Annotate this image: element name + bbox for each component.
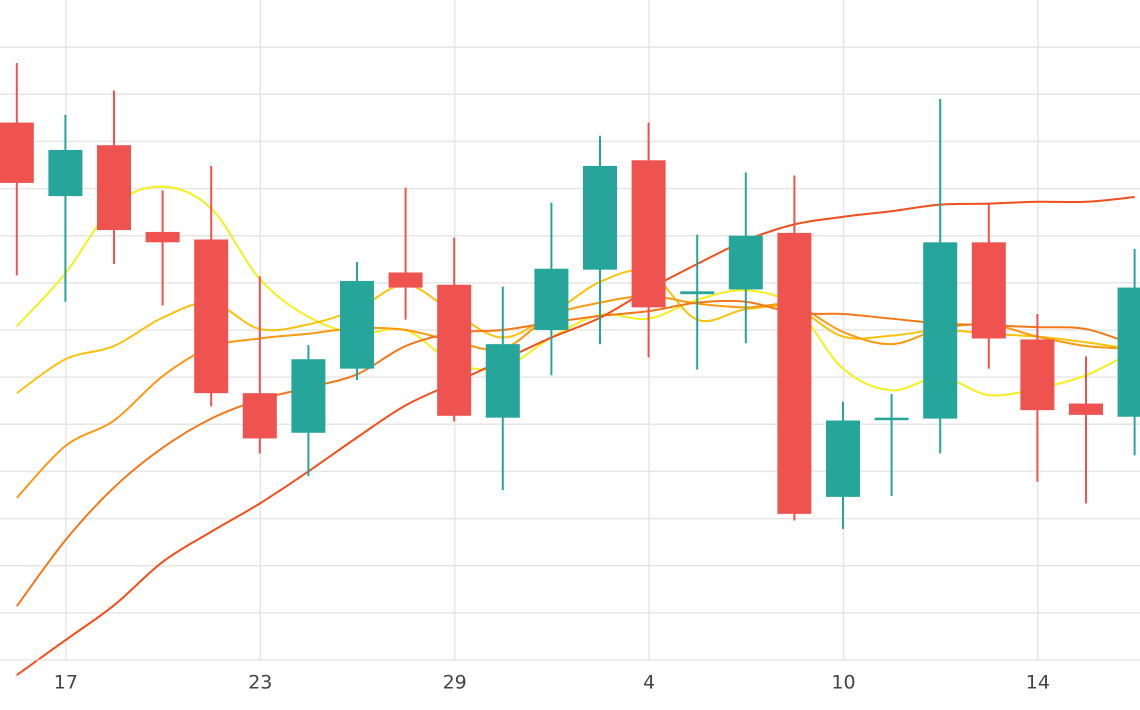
candle	[485, 286, 520, 491]
candle-body	[97, 145, 131, 231]
candle	[923, 99, 958, 454]
x-tick-label: 29	[443, 672, 467, 694]
candle	[388, 187, 423, 320]
grid	[0, 0, 1140, 660]
moving-average-line-5	[16, 196, 1135, 676]
candle-body	[971, 242, 1006, 339]
candle	[97, 90, 131, 264]
candle-body	[534, 268, 569, 330]
candle	[1020, 313, 1055, 482]
candle	[1069, 356, 1103, 504]
candle	[680, 234, 715, 370]
candle-body	[826, 420, 860, 497]
x-tick-label: 10	[831, 672, 855, 694]
candle-body	[340, 280, 374, 369]
x-tick-label: 14	[1026, 672, 1050, 694]
candle-body	[145, 231, 180, 243]
candle-body	[194, 239, 229, 394]
x-tick-label: 4	[643, 672, 655, 694]
candle-body	[874, 417, 909, 421]
candle	[340, 262, 374, 380]
candle-body	[48, 149, 83, 197]
candle-body	[485, 344, 520, 418]
candle	[437, 237, 472, 422]
candle	[583, 135, 617, 345]
candle	[826, 401, 860, 529]
x-axis-ticks: 17 23 29 4 10 14	[54, 672, 1050, 694]
candle-body	[680, 291, 715, 295]
candle	[145, 190, 180, 306]
candle	[728, 172, 763, 344]
candle	[874, 394, 909, 496]
candle	[777, 175, 812, 521]
candle	[194, 165, 229, 407]
moving-average-line-2	[16, 269, 1135, 394]
candle-body	[388, 272, 423, 288]
candles	[0, 63, 1140, 529]
candle-body	[923, 242, 958, 419]
candle	[0, 63, 34, 276]
candle-body	[1020, 339, 1055, 411]
candle-body	[631, 160, 666, 308]
candle	[48, 115, 83, 302]
candle-body	[291, 359, 326, 433]
candle-body	[1069, 403, 1103, 415]
candle	[291, 345, 326, 477]
candle-body	[728, 235, 763, 290]
candle-body	[242, 393, 277, 439]
x-tick-label: 17	[54, 672, 78, 694]
x-tick-label: 23	[248, 672, 272, 694]
candle-body	[437, 284, 472, 416]
candle-body	[1117, 287, 1140, 417]
candle	[971, 203, 1006, 369]
candle	[1117, 248, 1140, 456]
moving-average-line-3	[16, 295, 1135, 499]
candle-body	[583, 165, 617, 270]
moving-average-lines	[15, 185, 1136, 676]
candle	[534, 202, 569, 376]
candle-body	[0, 122, 34, 183]
candle	[242, 276, 277, 454]
candle	[631, 122, 666, 358]
candle-body	[777, 232, 812, 514]
moving-average-line-1	[16, 185, 1136, 397]
moving-average-line-4	[15, 299, 1135, 607]
